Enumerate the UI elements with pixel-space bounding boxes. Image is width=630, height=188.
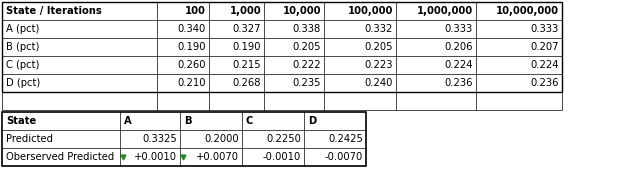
Text: 0.205: 0.205	[365, 42, 393, 52]
Text: D: D	[308, 116, 316, 126]
Bar	[2, 92, 562, 110]
Text: A (pct): A (pct)	[6, 24, 39, 34]
Text: 0.236: 0.236	[530, 78, 559, 88]
Text: 100: 100	[185, 6, 206, 16]
Text: 0.224: 0.224	[530, 60, 559, 70]
Text: 0.190: 0.190	[178, 42, 206, 52]
Text: 0.268: 0.268	[232, 78, 261, 88]
Text: B (pct): B (pct)	[6, 42, 39, 52]
Text: 0.190: 0.190	[232, 42, 261, 52]
Text: C: C	[246, 116, 253, 126]
Text: 0.338: 0.338	[293, 24, 321, 34]
Text: 0.224: 0.224	[445, 60, 473, 70]
Text: -0.0010: -0.0010	[263, 152, 301, 162]
Text: 100,000: 100,000	[348, 6, 393, 16]
Text: 0.206: 0.206	[445, 42, 473, 52]
Text: Predicted: Predicted	[6, 134, 53, 144]
Text: 1,000,000: 1,000,000	[417, 6, 473, 16]
Text: 0.205: 0.205	[292, 42, 321, 52]
Text: 0.2425: 0.2425	[328, 134, 363, 144]
Text: -0.0070: -0.0070	[324, 152, 363, 162]
Bar	[2, 112, 366, 166]
Text: 0.235: 0.235	[292, 78, 321, 88]
Text: 0.215: 0.215	[232, 60, 261, 70]
Text: 0.207: 0.207	[530, 42, 559, 52]
Text: 0.333: 0.333	[445, 24, 473, 34]
Text: 0.2250: 0.2250	[266, 134, 301, 144]
Text: +0.0070: +0.0070	[196, 152, 239, 162]
Text: C (pct): C (pct)	[6, 60, 39, 70]
Text: 10,000,000: 10,000,000	[496, 6, 559, 16]
Bar	[2, 2, 562, 92]
Text: B: B	[184, 116, 192, 126]
Text: 0.223: 0.223	[365, 60, 393, 70]
Text: 0.222: 0.222	[292, 60, 321, 70]
Text: 10,000: 10,000	[282, 6, 321, 16]
Text: 0.340: 0.340	[178, 24, 206, 34]
Text: 0.210: 0.210	[178, 78, 206, 88]
Text: 0.2000: 0.2000	[204, 134, 239, 144]
Text: D (pct): D (pct)	[6, 78, 40, 88]
Text: 0.332: 0.332	[365, 24, 393, 34]
Text: Oberserved Predicted: Oberserved Predicted	[6, 152, 114, 162]
Text: +0.0010: +0.0010	[134, 152, 177, 162]
Text: State: State	[6, 116, 37, 126]
Text: State / Iterations: State / Iterations	[6, 6, 102, 16]
Text: 0.333: 0.333	[530, 24, 559, 34]
Text: A: A	[124, 116, 132, 126]
Text: 0.236: 0.236	[445, 78, 473, 88]
Text: 0.3325: 0.3325	[142, 134, 177, 144]
Text: 0.240: 0.240	[365, 78, 393, 88]
Text: 0.260: 0.260	[178, 60, 206, 70]
Text: 1,000: 1,000	[229, 6, 261, 16]
Text: 0.327: 0.327	[232, 24, 261, 34]
